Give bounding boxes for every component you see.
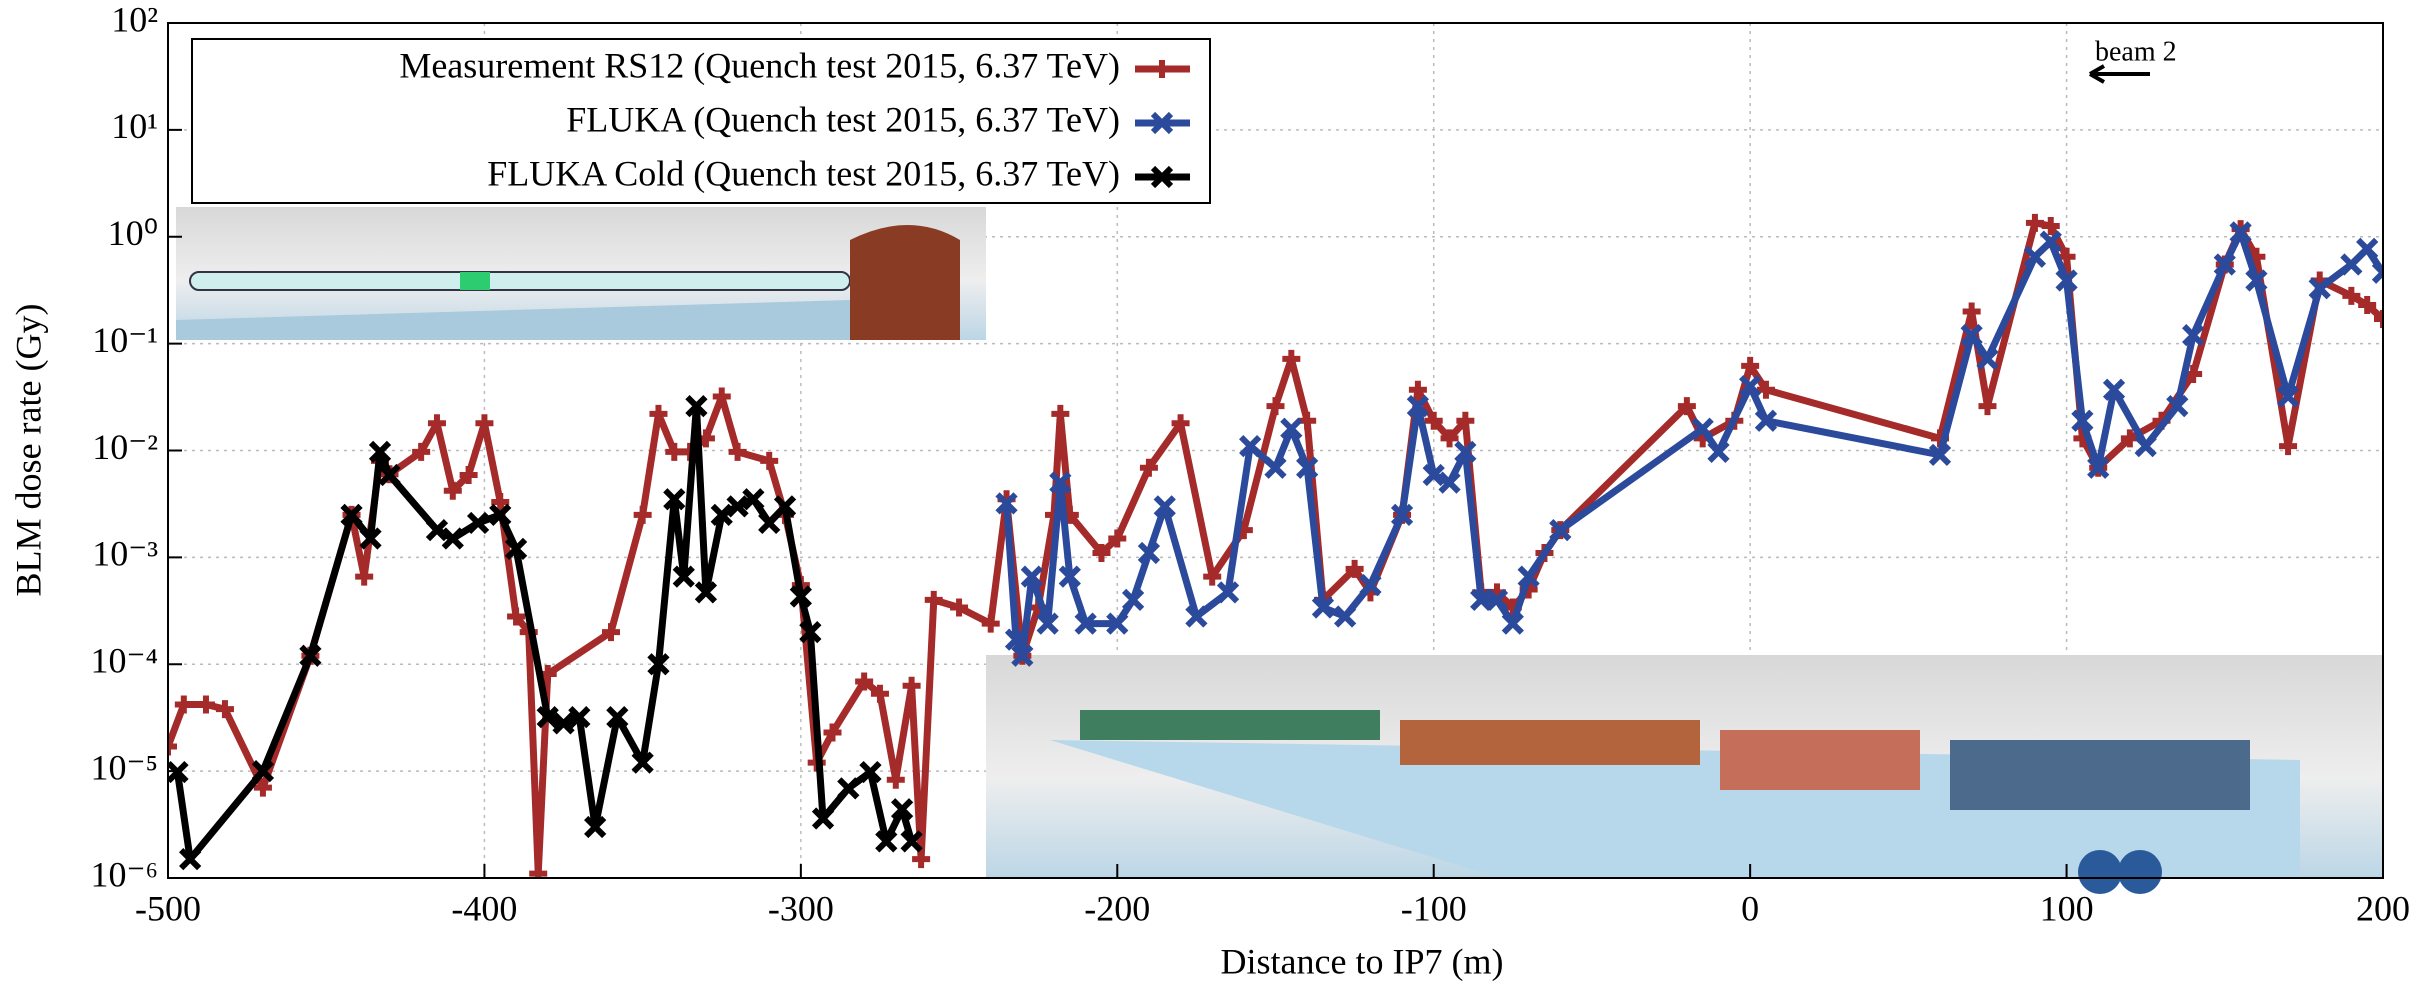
legend-label: FLUKA (Quench test 2015, 6.37 TeV) — [566, 99, 1120, 139]
y-axis-label: BLM dose rate (Gy) — [8, 304, 48, 597]
x-tick-label: -100 — [1401, 888, 1467, 928]
legend: Measurement RS12 (Quench test 2015, 6.37… — [192, 39, 1210, 203]
x-tick-label: -300 — [768, 888, 834, 928]
y-tick-label: 10⁻⁶ — [90, 854, 158, 894]
x-tick-label: 200 — [2356, 888, 2410, 928]
series-line — [1007, 232, 2383, 655]
inset-image-bottom — [986, 655, 2383, 894]
marker — [2026, 214, 2044, 232]
y-tick-label: 10⁻⁴ — [90, 641, 158, 681]
x-tick-label: -400 — [451, 888, 517, 928]
marker — [2342, 255, 2360, 273]
marker — [729, 443, 747, 461]
marker — [197, 696, 215, 714]
y-tick-label: 10⁻² — [92, 427, 158, 467]
y-tick-label: 10⁻¹ — [92, 320, 158, 360]
marker — [1963, 302, 1981, 320]
marker — [925, 591, 943, 609]
marker — [475, 414, 493, 432]
beam-arrow — [2090, 66, 2150, 82]
marker — [355, 568, 373, 586]
x-tick-label: -200 — [1084, 888, 1150, 928]
x-tick-label: 100 — [2040, 888, 2094, 928]
marker — [1978, 397, 1996, 415]
marker — [1051, 405, 1069, 423]
y-tick-label: 10⁰ — [108, 213, 158, 253]
marker — [713, 388, 731, 406]
annotation: beam 2 — [2095, 36, 2177, 67]
legend-label: Measurement RS12 (Quench test 2015, 6.37… — [399, 45, 1120, 85]
marker — [760, 452, 778, 470]
inset-image-top — [176, 207, 986, 340]
y-tick-label: 10⁻⁵ — [90, 747, 158, 787]
x-tick-label: -500 — [135, 888, 201, 928]
page: -500 -400 -300 -200 -100 0 100 200 10⁻⁶ 10⁻⁵ 10⁻⁴ 1… — [0, 0, 2433, 982]
chart: -500 -400 -300 -200 -100 0 100 200 10⁻⁶ 10⁻⁵ 10⁻⁴ 1… — [0, 0, 2433, 982]
marker — [839, 779, 857, 797]
marker — [1267, 397, 1285, 415]
x-tick-label: 0 — [1741, 888, 1759, 928]
marker — [634, 506, 652, 524]
y-tick-label: 10⁻³ — [92, 534, 158, 574]
marker — [1282, 350, 1300, 368]
marker — [175, 696, 193, 714]
y-tick-label: 10¹ — [111, 106, 158, 146]
marker — [903, 677, 921, 695]
marker — [887, 771, 905, 789]
marker — [912, 850, 930, 868]
x-axis-label: Distance to IP7 (m) — [1221, 941, 1504, 981]
marker — [529, 865, 547, 883]
y-tick-label: 10² — [111, 0, 158, 39]
legend-label: FLUKA Cold (Quench test 2015, 6.37 TeV) — [487, 153, 1120, 193]
marker — [2279, 437, 2297, 455]
